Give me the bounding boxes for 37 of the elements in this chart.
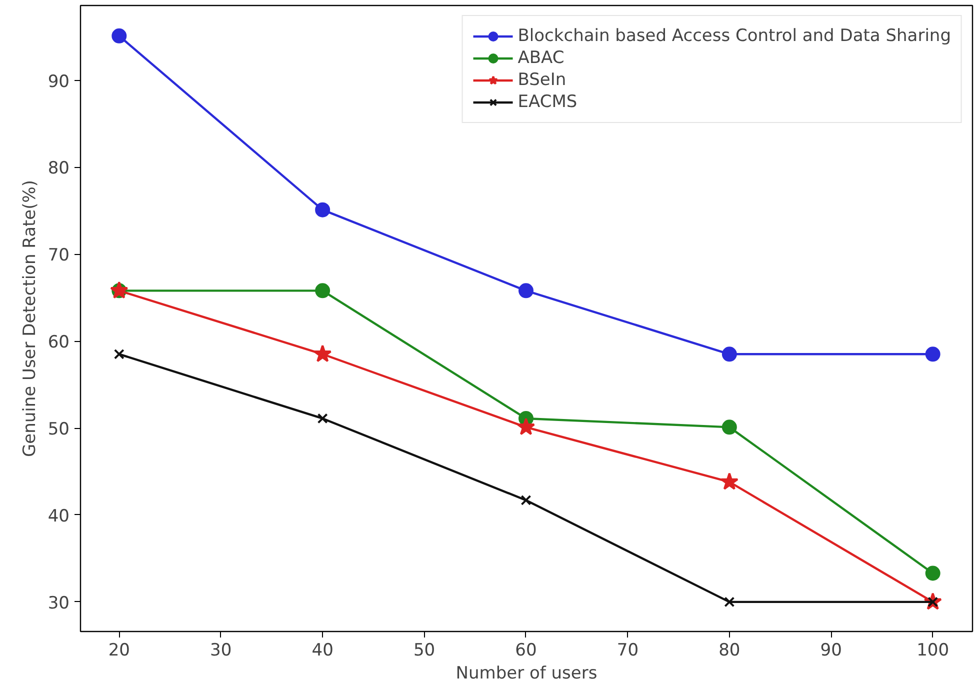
point [724, 596, 735, 608]
point [925, 566, 940, 581]
legend-label: ABAC [518, 48, 564, 68]
point [315, 283, 330, 298]
y-axis-title: Genuine User Detection Rate(%) [20, 180, 40, 458]
legend-label: EACMS [518, 92, 578, 112]
point [114, 348, 124, 360]
point [112, 28, 127, 44]
x-axis-title: Number of users [456, 664, 598, 684]
y-tick-label: 50 [48, 420, 70, 440]
y-tick-label: 30 [48, 593, 70, 614]
y-tick-label: 60 [48, 332, 70, 353]
x-tick-label: 40 [312, 640, 334, 660]
y-tick-label: 80 [48, 158, 70, 179]
point [720, 472, 738, 490]
legend-label: Blockchain based Access Control and Data Sharing [518, 26, 951, 46]
y-tick-label: 40 [48, 506, 70, 526]
point [520, 494, 532, 506]
point [518, 283, 534, 298]
x-tick-label: 100 [916, 640, 950, 660]
point [722, 346, 737, 362]
y-tick-label: 90 [48, 72, 70, 92]
x-tick-label: 60 [515, 640, 537, 660]
point [313, 344, 332, 362]
point [317, 413, 328, 424]
x-tick-label: 70 [616, 640, 639, 660]
point [722, 420, 737, 435]
x-tick-label: 20 [108, 640, 130, 660]
legend-label: BSeIn [518, 70, 566, 90]
point [516, 418, 536, 436]
y-tick-label: 70 [48, 246, 70, 266]
x-tick-label: 30 [210, 640, 232, 660]
point [925, 346, 940, 362]
x-tick-label: 80 [718, 640, 740, 660]
x-tick-label: 50 [413, 640, 436, 660]
point [315, 202, 330, 218]
x-tick-label: 90 [820, 640, 842, 660]
